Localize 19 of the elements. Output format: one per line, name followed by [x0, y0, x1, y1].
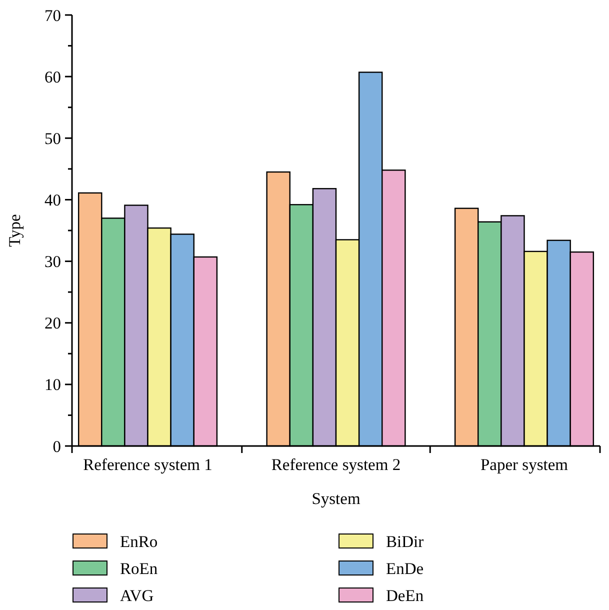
legend-label: AVG — [120, 586, 154, 605]
x-tick-label: Reference system 2 — [271, 455, 401, 474]
x-axis-title: System — [312, 489, 360, 508]
legend-label: DeEn — [386, 586, 424, 605]
legend-label: RoEn — [120, 558, 158, 578]
y-tick-label: 40 — [44, 190, 61, 210]
x-tick-label: Reference system 1 — [83, 455, 212, 474]
y-tick-label: 60 — [44, 67, 61, 86]
legend-label: EnDe — [386, 558, 424, 578]
y-tick-label: 0 — [52, 436, 61, 456]
y-tick-label: 50 — [44, 128, 61, 148]
legend-label: BiDir — [386, 532, 424, 551]
y-tick-label: 30 — [44, 252, 61, 272]
legend-label: EnRo — [120, 532, 158, 551]
y-tick-label: 20 — [44, 314, 61, 333]
x-tick-label: Paper system — [480, 455, 568, 474]
y-tick-label: 70 — [44, 6, 61, 25]
y-tick-label: 10 — [44, 375, 61, 394]
y-axis-title: Type — [5, 214, 24, 247]
